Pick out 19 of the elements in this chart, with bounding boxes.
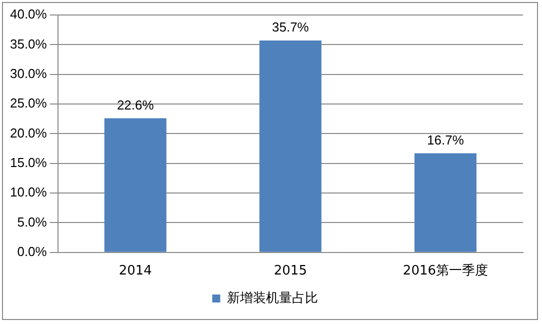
legend-label: 新增装机量占比: [226, 290, 318, 306]
y-tick-label: 40.0%: [10, 6, 48, 22]
x-tick-label: 2014: [118, 264, 152, 279]
x-tick-label: 2015: [274, 264, 307, 279]
y-tick-label: 5.0%: [17, 214, 48, 230]
y-tick-label: 0.0%: [17, 244, 48, 259]
bar: [414, 153, 476, 252]
y-tick-label: 10.0%: [10, 184, 48, 200]
y-tick-label: 30.0%: [10, 66, 48, 81]
x-tick-label: 2016第一季度: [402, 262, 488, 279]
y-tick-label: 25.0%: [10, 96, 48, 111]
bar: [104, 118, 166, 252]
y-tick-label: 20.0%: [10, 125, 48, 140]
data-label: 35.7%: [272, 20, 310, 35]
data-label: 22.6%: [116, 97, 154, 112]
y-tick-label: 15.0%: [10, 154, 48, 170]
data-label: 16.7%: [427, 132, 464, 148]
y-tick-label: 35.0%: [10, 36, 48, 52]
bar: [259, 40, 322, 252]
